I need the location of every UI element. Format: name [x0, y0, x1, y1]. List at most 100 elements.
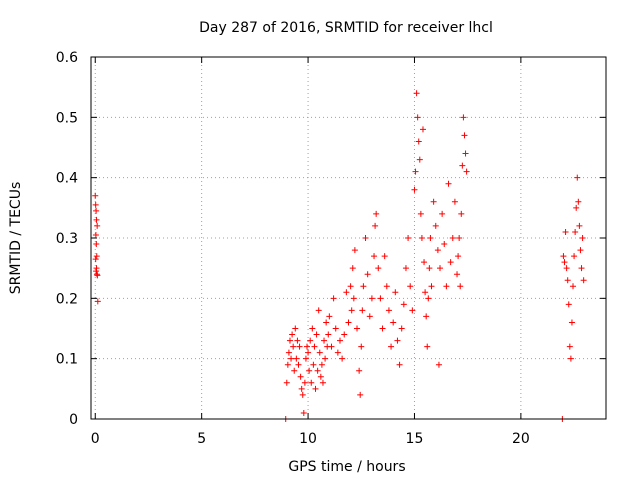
- data-point: [571, 253, 578, 260]
- data-point: [567, 355, 574, 362]
- data-point: [371, 253, 378, 260]
- data-point: [375, 265, 382, 272]
- data-point: [383, 283, 390, 290]
- data-point: [362, 235, 369, 241]
- data-point: [451, 198, 458, 205]
- data-point: [449, 235, 456, 241]
- data-point: [306, 367, 313, 374]
- data-point: [321, 337, 328, 344]
- data-points: [92, 90, 587, 422]
- data-point: [564, 277, 571, 284]
- chart-title: Day 287 of 2016, SRMTID for receiver lhc…: [199, 20, 493, 36]
- x-tick-label: 0: [91, 431, 100, 447]
- data-point: [373, 210, 380, 217]
- data-point: [308, 379, 315, 386]
- y-tick-label: 0.3: [56, 231, 78, 247]
- data-point: [412, 168, 419, 175]
- data-point: [359, 307, 366, 314]
- data-point: [405, 235, 412, 241]
- data-point: [316, 349, 323, 356]
- data-point: [402, 265, 409, 272]
- data-point: [445, 180, 452, 187]
- data-point: [430, 198, 437, 205]
- data-point: [426, 265, 433, 272]
- data-point: [428, 283, 435, 290]
- data-point: [350, 295, 357, 302]
- data-point: [334, 349, 341, 356]
- data-point: [309, 325, 316, 332]
- data-point: [400, 301, 407, 308]
- data-point: [94, 298, 101, 305]
- data-point: [366, 313, 373, 320]
- data-point: [364, 271, 371, 278]
- data-point: [435, 361, 442, 368]
- data-point: [454, 271, 461, 278]
- data-point: [93, 253, 100, 260]
- data-point: [328, 343, 335, 350]
- data-point: [577, 247, 584, 254]
- data-point: [285, 349, 292, 356]
- data-point: [94, 222, 101, 229]
- y-tick-label: 0.5: [56, 110, 78, 126]
- data-point: [394, 337, 401, 344]
- data-point: [341, 331, 348, 338]
- data-point: [322, 355, 329, 362]
- data-point: [411, 186, 418, 193]
- data-point: [302, 355, 309, 362]
- data-point: [299, 391, 306, 398]
- y-tick-label: 0: [69, 412, 78, 428]
- y-tick-label: 0.6: [56, 50, 78, 66]
- data-point: [396, 361, 403, 368]
- data-point: [357, 391, 364, 398]
- data-point: [463, 168, 470, 175]
- data-point: [345, 319, 352, 326]
- data-point: [390, 319, 397, 326]
- data-point: [409, 307, 416, 314]
- data-point: [347, 283, 354, 290]
- data-point: [562, 228, 569, 235]
- data-point: [377, 295, 384, 302]
- data-point: [565, 301, 572, 308]
- data-point: [462, 150, 469, 157]
- data-point: [313, 331, 320, 338]
- data-point: [297, 373, 304, 380]
- data-point: [305, 349, 312, 356]
- data-point: [288, 355, 295, 362]
- data-point: [311, 343, 318, 350]
- data-point: [422, 289, 429, 296]
- x-tick-label: 15: [406, 431, 424, 447]
- data-point: [572, 228, 579, 235]
- data-point: [348, 307, 355, 314]
- data-point: [296, 343, 303, 350]
- data-point: [379, 325, 386, 332]
- data-point: [368, 295, 375, 302]
- x-tick-label: 10: [299, 431, 317, 447]
- data-point: [381, 253, 388, 260]
- data-point: [93, 241, 100, 248]
- data-point: [415, 138, 422, 145]
- data-point: [568, 319, 575, 326]
- data-point: [407, 283, 414, 290]
- data-point: [574, 174, 581, 181]
- data-point: [457, 283, 464, 290]
- data-point: [455, 253, 462, 260]
- data-point: [413, 90, 420, 97]
- data-point: [561, 259, 568, 266]
- data-point: [351, 247, 358, 254]
- data-point: [318, 361, 325, 368]
- data-point: [372, 222, 379, 229]
- data-point: [286, 337, 293, 344]
- data-point: [349, 265, 356, 272]
- plot-frame: [90, 56, 607, 420]
- data-point: [560, 253, 567, 260]
- data-point: [578, 265, 585, 272]
- data-point: [300, 409, 307, 416]
- data-point: [423, 313, 430, 320]
- data-point: [570, 283, 577, 290]
- data-point: [290, 343, 297, 350]
- data-point: [92, 192, 99, 199]
- data-point: [573, 204, 580, 211]
- data-point: [319, 379, 326, 386]
- data-point: [437, 265, 444, 272]
- data-point: [434, 247, 441, 254]
